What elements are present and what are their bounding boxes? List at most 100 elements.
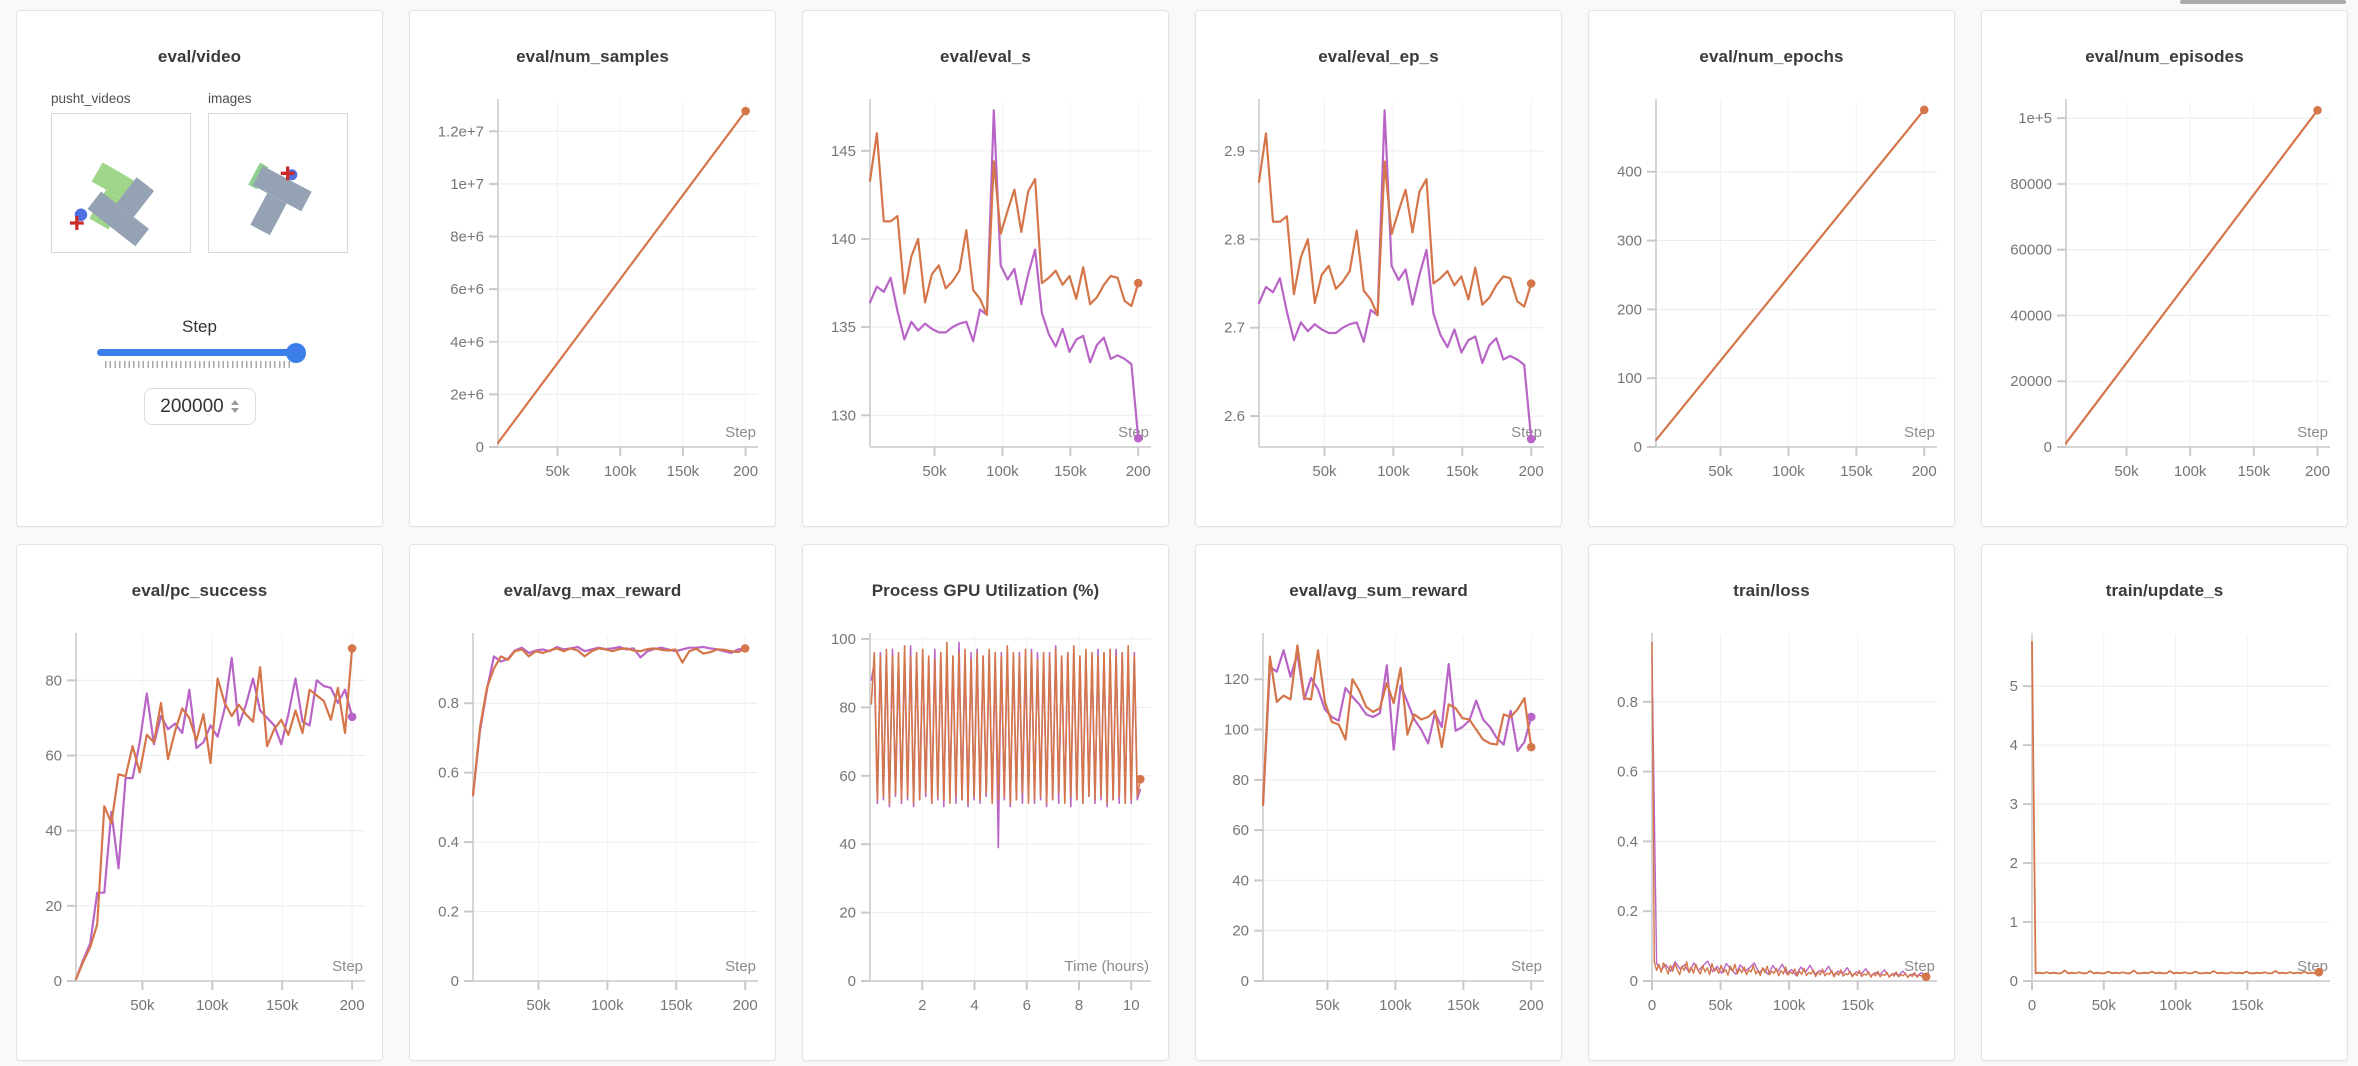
chart-plot-train-loss[interactable]: 0 0.2 0.4 0.6 0.8 0 50k 100k 150k Step bbox=[1589, 609, 1955, 1039]
chart-title: train/loss bbox=[1733, 581, 1810, 600]
svg-text:2.7: 2.7 bbox=[1224, 320, 1245, 337]
chart-title: eval/pc_success bbox=[131, 581, 268, 600]
svg-text:80: 80 bbox=[45, 672, 62, 689]
svg-text:100k: 100k bbox=[1379, 997, 1412, 1014]
video-thumbnail-pusht[interactable] bbox=[51, 113, 191, 253]
svg-text:Step: Step bbox=[1904, 958, 1935, 975]
svg-text:150k: 150k bbox=[1054, 463, 1087, 480]
svg-text:2e+6: 2e+6 bbox=[450, 386, 484, 403]
svg-text:4e+6: 4e+6 bbox=[450, 334, 484, 351]
svg-text:Step: Step bbox=[1118, 424, 1149, 441]
svg-text:0.8: 0.8 bbox=[1617, 694, 1638, 711]
svg-text:120: 120 bbox=[1224, 671, 1249, 688]
window-scrollbar-fragment bbox=[2180, 0, 2346, 4]
svg-text:40: 40 bbox=[45, 823, 62, 840]
svg-text:1e+7: 1e+7 bbox=[450, 176, 484, 193]
svg-text:Step: Step bbox=[332, 958, 363, 975]
svg-text:100k: 100k bbox=[196, 997, 229, 1014]
chart-plot-eval-avg-max-reward[interactable]: 0 0.2 0.4 0.6 0.8 50k 100k 150k 200 Step bbox=[410, 609, 776, 1039]
goal-cross-marker bbox=[280, 166, 295, 181]
svg-text:200: 200 bbox=[733, 997, 758, 1014]
slider-tick-ruler bbox=[104, 361, 291, 368]
svg-text:150k: 150k bbox=[2238, 463, 2271, 480]
chart-plot-eval-eval-s[interactable]: 130 135 140 145 50k 100k 150k 200 Step bbox=[803, 75, 1169, 505]
svg-text:100: 100 bbox=[1224, 722, 1249, 739]
svg-text:200: 200 bbox=[1519, 463, 1544, 480]
svg-text:100k: 100k bbox=[1773, 997, 1806, 1014]
media-item-images: images bbox=[208, 91, 348, 253]
svg-text:20: 20 bbox=[1232, 923, 1249, 940]
svg-text:6e+6: 6e+6 bbox=[450, 281, 484, 298]
slider-thumb[interactable] bbox=[285, 342, 306, 363]
svg-text:100k: 100k bbox=[604, 463, 637, 480]
video-panel: eval/video pusht_videos bbox=[16, 10, 383, 527]
svg-text:8e+6: 8e+6 bbox=[450, 229, 484, 246]
panel-eval-num-epochs: eval/num_epochs 0 100 200 300 400 50k 100k 150k… bbox=[1588, 10, 1955, 527]
stepper-up-icon[interactable] bbox=[230, 400, 239, 405]
chart-title: eval/eval_s bbox=[940, 47, 1031, 66]
chart-plot-eval-avg-sum-reward[interactable]: 0 20 40 60 80 100 120 50k 100k 150k 200 Step bbox=[1196, 609, 1562, 1039]
panel-eval-avg-sum-reward: eval/avg_sum_reward 0 20 40 60 80 100 120 50k 10… bbox=[1195, 544, 1562, 1061]
svg-text:40000: 40000 bbox=[2010, 307, 2052, 324]
svg-text:100k: 100k bbox=[986, 463, 1019, 480]
svg-text:0: 0 bbox=[2028, 997, 2036, 1014]
svg-text:50k: 50k bbox=[130, 997, 155, 1014]
svg-text:145: 145 bbox=[831, 143, 856, 160]
chart-plot-eval-num-epochs[interactable]: 0 100 200 300 400 50k 100k 150k 200 Step bbox=[1589, 75, 1955, 505]
panel-eval-num-episodes: eval/num_episodes 0 20000 40000 60000 80000 1… bbox=[1981, 10, 2348, 527]
svg-text:Step: Step bbox=[2297, 424, 2328, 441]
svg-text:80: 80 bbox=[1232, 772, 1249, 789]
svg-text:2: 2 bbox=[918, 997, 926, 1014]
chart-plot-eval-num-samples[interactable]: 0 2e+6 4e+6 6e+6 8e+6 1e+7 1.2e+7 50k 100k 150k 20… bbox=[410, 75, 776, 505]
step-input-value: 200000 bbox=[160, 395, 224, 417]
svg-text:200: 200 bbox=[733, 463, 758, 480]
step-slider[interactable] bbox=[96, 342, 306, 368]
svg-text:2.8: 2.8 bbox=[1224, 231, 1245, 248]
media-item-pusht-videos: pusht_videos bbox=[51, 91, 191, 253]
svg-text:150k: 150k bbox=[2231, 997, 2264, 1014]
svg-text:Step: Step bbox=[1511, 958, 1542, 975]
svg-text:80000: 80000 bbox=[2010, 176, 2052, 193]
svg-text:0.6: 0.6 bbox=[1617, 764, 1638, 781]
stepper-down-icon[interactable] bbox=[230, 408, 239, 413]
chart-plot-process-gpu-utilization[interactable]: 0 20 40 60 80 100 2 4 6 8 10 Time (hours) bbox=[803, 609, 1169, 1039]
step-slider-label: Step bbox=[182, 317, 217, 336]
svg-text:2.6: 2.6 bbox=[1224, 408, 1245, 425]
gray-t-object bbox=[87, 177, 155, 247]
panel-eval-avg-max-reward: eval/avg_max_reward 0 0.2 0.4 0.6 0.8 50k 100k… bbox=[409, 544, 776, 1061]
chart-plot-eval-pc-success[interactable]: 0 20 40 60 80 50k 100k 150k 200 Step bbox=[17, 609, 383, 1039]
svg-text:200: 200 bbox=[1126, 463, 1151, 480]
panel-train-loss: train/loss 0 0.2 0.4 0.6 0.8 0 50k 100k 150k Step bbox=[1588, 544, 1955, 1061]
svg-text:0: 0 bbox=[2010, 973, 2018, 990]
svg-text:150k: 150k bbox=[1446, 463, 1479, 480]
panel-train-update-s: train/update_s 0 1 2 3 4 5 0 50k 100k 150k Step bbox=[1981, 544, 2348, 1061]
svg-text:300: 300 bbox=[1617, 233, 1642, 250]
stepper-arrows[interactable] bbox=[230, 400, 239, 413]
slider-track[interactable] bbox=[96, 342, 306, 363]
svg-text:20: 20 bbox=[45, 898, 62, 915]
svg-text:140: 140 bbox=[831, 231, 856, 248]
chart-plot-eval-num-episodes[interactable]: 0 20000 40000 60000 80000 1e+5 50k 100k 150k 200 S… bbox=[1982, 75, 2348, 505]
chart-title: eval/num_samples bbox=[516, 47, 669, 66]
chart-title: Process GPU Utilization (%) bbox=[871, 581, 1100, 600]
svg-text:0: 0 bbox=[54, 973, 62, 990]
step-input[interactable]: 200000 bbox=[143, 388, 256, 425]
svg-text:130: 130 bbox=[831, 407, 856, 424]
panel-eval-num-samples: eval/num_samples 0 2e+6 4e+6 6e+6 8e+6 1e+7 1.… bbox=[409, 10, 776, 527]
svg-text:150k: 150k bbox=[266, 997, 299, 1014]
svg-text:20: 20 bbox=[839, 905, 856, 922]
goal-cross-marker bbox=[69, 216, 84, 230]
pusht-observation-image bbox=[248, 162, 312, 236]
svg-text:0: 0 bbox=[1241, 973, 1249, 990]
svg-text:0.2: 0.2 bbox=[1617, 903, 1638, 920]
svg-text:0.2: 0.2 bbox=[438, 904, 459, 921]
svg-text:Step: Step bbox=[1904, 424, 1935, 441]
svg-text:150k: 150k bbox=[1840, 463, 1873, 480]
svg-text:60000: 60000 bbox=[2010, 242, 2052, 259]
svg-text:0: 0 bbox=[451, 973, 459, 990]
image-thumbnail[interactable] bbox=[208, 113, 348, 253]
chart-plot-eval-eval-ep-s[interactable]: 2.6 2.7 2.8 2.9 50k 100k 150k 200 Step bbox=[1196, 75, 1562, 505]
video-panel-title: eval/video bbox=[157, 47, 242, 66]
media-label-pusht-videos: pusht_videos bbox=[51, 91, 131, 106]
